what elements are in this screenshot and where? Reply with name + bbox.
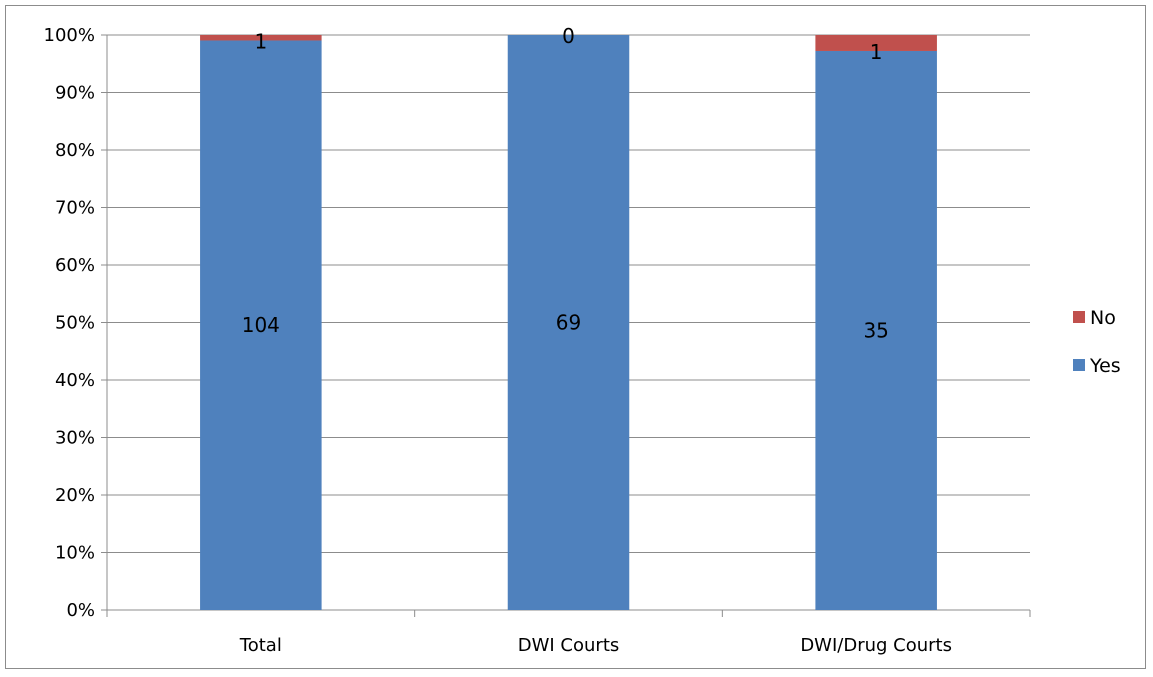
y-tick-label: 70%: [55, 198, 95, 219]
x-category-label: DWI Courts: [518, 635, 620, 656]
bar-no[interactable]: [200, 35, 322, 41]
y-tick-label: 80%: [55, 140, 95, 161]
bar-yes[interactable]: [507, 35, 630, 610]
y-tick-label: 20%: [55, 485, 95, 506]
y-tick-label: 0%: [66, 600, 95, 621]
legend-swatch-yes: [1073, 359, 1085, 371]
legend-label-no: No: [1090, 307, 1116, 329]
x-category-label: DWI/Drug Courts: [800, 635, 952, 656]
bar-no[interactable]: [815, 35, 937, 51]
data-label-yes: 35: [863, 318, 888, 342]
data-label-no: 1: [870, 40, 883, 64]
data-label-no: 0: [562, 24, 575, 48]
legend-label-yes: Yes: [1089, 355, 1121, 377]
data-label-no: 1: [254, 29, 267, 53]
bar-yes[interactable]: [815, 50, 937, 610]
y-tick-label: 10%: [55, 543, 95, 564]
data-label-yes: 69: [556, 311, 581, 335]
data-label-yes: 104: [242, 313, 280, 337]
y-tick-label: 30%: [55, 428, 95, 449]
bar-yes[interactable]: [200, 40, 322, 610]
legend-swatch-no: [1073, 311, 1085, 323]
y-tick-label: 100%: [44, 25, 95, 46]
y-tick-label: 40%: [55, 370, 95, 391]
x-category-label: Total: [239, 635, 282, 656]
y-tick-label: 50%: [55, 313, 95, 334]
y-tick-label: 90%: [55, 83, 95, 104]
y-tick-label: 60%: [55, 255, 95, 276]
